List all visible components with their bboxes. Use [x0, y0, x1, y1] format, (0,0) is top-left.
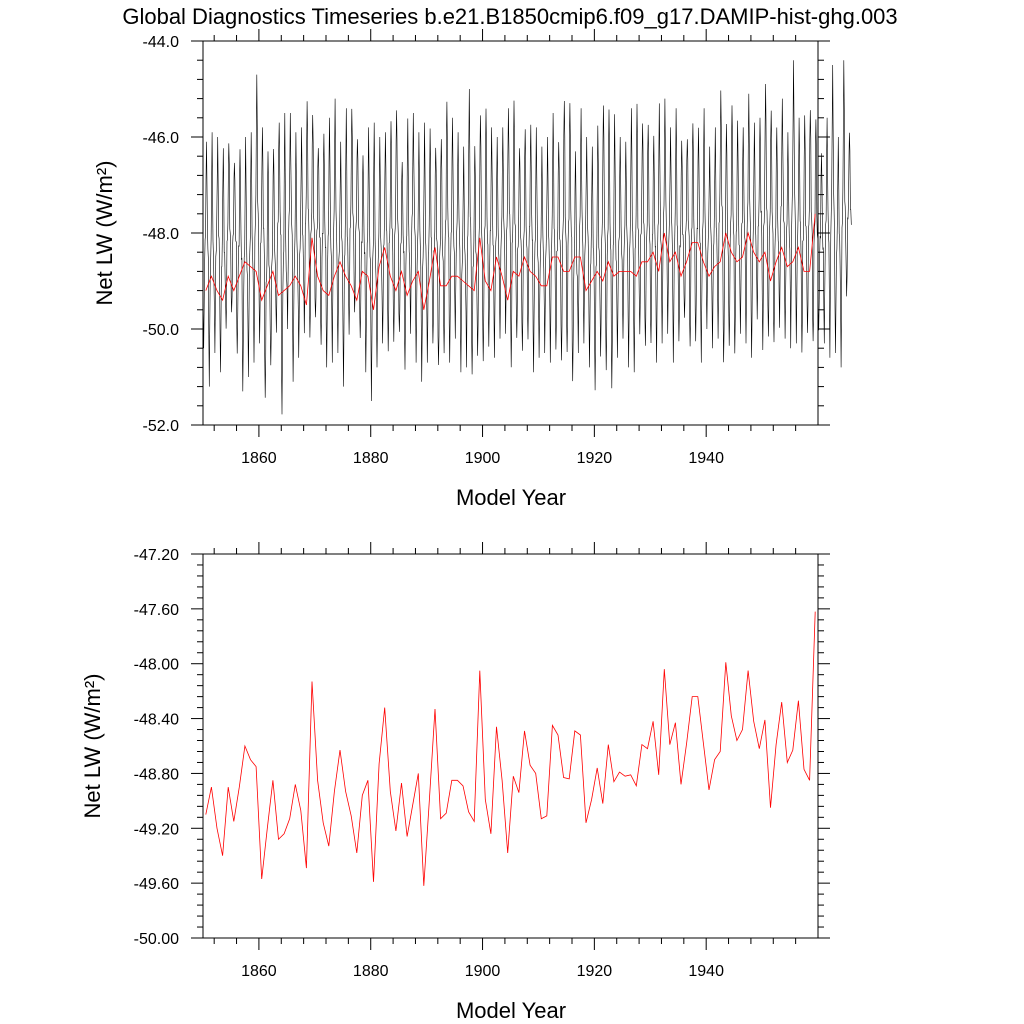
series-line-0: [202, 60, 852, 415]
y-tick-label: -48.80: [134, 766, 179, 783]
plot-lines: [202, 60, 852, 415]
x-tick-labels: 1860 1880 1900 1920 1940: [241, 963, 724, 980]
chart-panel-bottom: -50.00 -49.60 -49.20 -48.80 -48.40 -48.00 -47.…: [80, 542, 830, 1023]
y-tick-label: -50.0: [143, 322, 180, 339]
y-tick-label: -49.60: [134, 876, 179, 893]
axis-ticks: [191, 542, 830, 950]
x-axis-label: Model Year: [456, 485, 566, 510]
figure-title: Global Diagnostics Timeseries b.e21.B185…: [122, 4, 897, 29]
x-tick-label: 1940: [688, 450, 724, 467]
y-axis-label: Net LW (W/m²): [92, 160, 117, 305]
y-tick-label: -48.40: [134, 712, 179, 729]
x-tick-label: 1900: [465, 963, 501, 980]
plot-frame: [202, 553, 819, 939]
y-tick-label: -50.00: [134, 931, 179, 948]
x-tick-label: 1940: [688, 963, 724, 980]
series-line-0: [205, 611, 816, 886]
y-tick-label: -52.0: [143, 418, 180, 435]
x-tick-labels: 1860 1880 1900 1920 1940: [241, 450, 724, 467]
x-tick-label: 1860: [241, 450, 277, 467]
y-axis-label: Net LW (W/m²): [80, 673, 105, 818]
axis-ticks: [191, 29, 830, 437]
plot-lines: [205, 611, 816, 886]
y-tick-label: -48.0: [143, 226, 180, 243]
x-tick-label: 1880: [353, 450, 389, 467]
x-tick-label: 1920: [577, 450, 613, 467]
chart-panel-top: -52.0 -50.0 -48.0 -46.0 -44.0 1860 1880 1900 19…: [92, 29, 852, 510]
y-tick-label: -46.0: [143, 130, 180, 147]
series-line-1: [205, 213, 816, 310]
x-tick-label: 1900: [465, 450, 501, 467]
y-tick-label: -48.00: [134, 657, 179, 674]
x-axis-label: Model Year: [456, 998, 566, 1023]
x-tick-label: 1880: [353, 963, 389, 980]
x-tick-label: 1920: [577, 963, 613, 980]
y-tick-label: -49.20: [134, 821, 179, 838]
y-tick-label: -47.60: [134, 602, 179, 619]
y-tick-labels: -52.0 -50.0 -48.0 -46.0 -44.0: [143, 34, 180, 435]
y-tick-label: -44.0: [143, 34, 180, 51]
y-tick-labels: -50.00 -49.60 -49.20 -48.80 -48.40 -48.00 -47.…: [134, 547, 179, 948]
x-tick-label: 1860: [241, 963, 277, 980]
y-tick-label: -47.20: [134, 547, 179, 564]
